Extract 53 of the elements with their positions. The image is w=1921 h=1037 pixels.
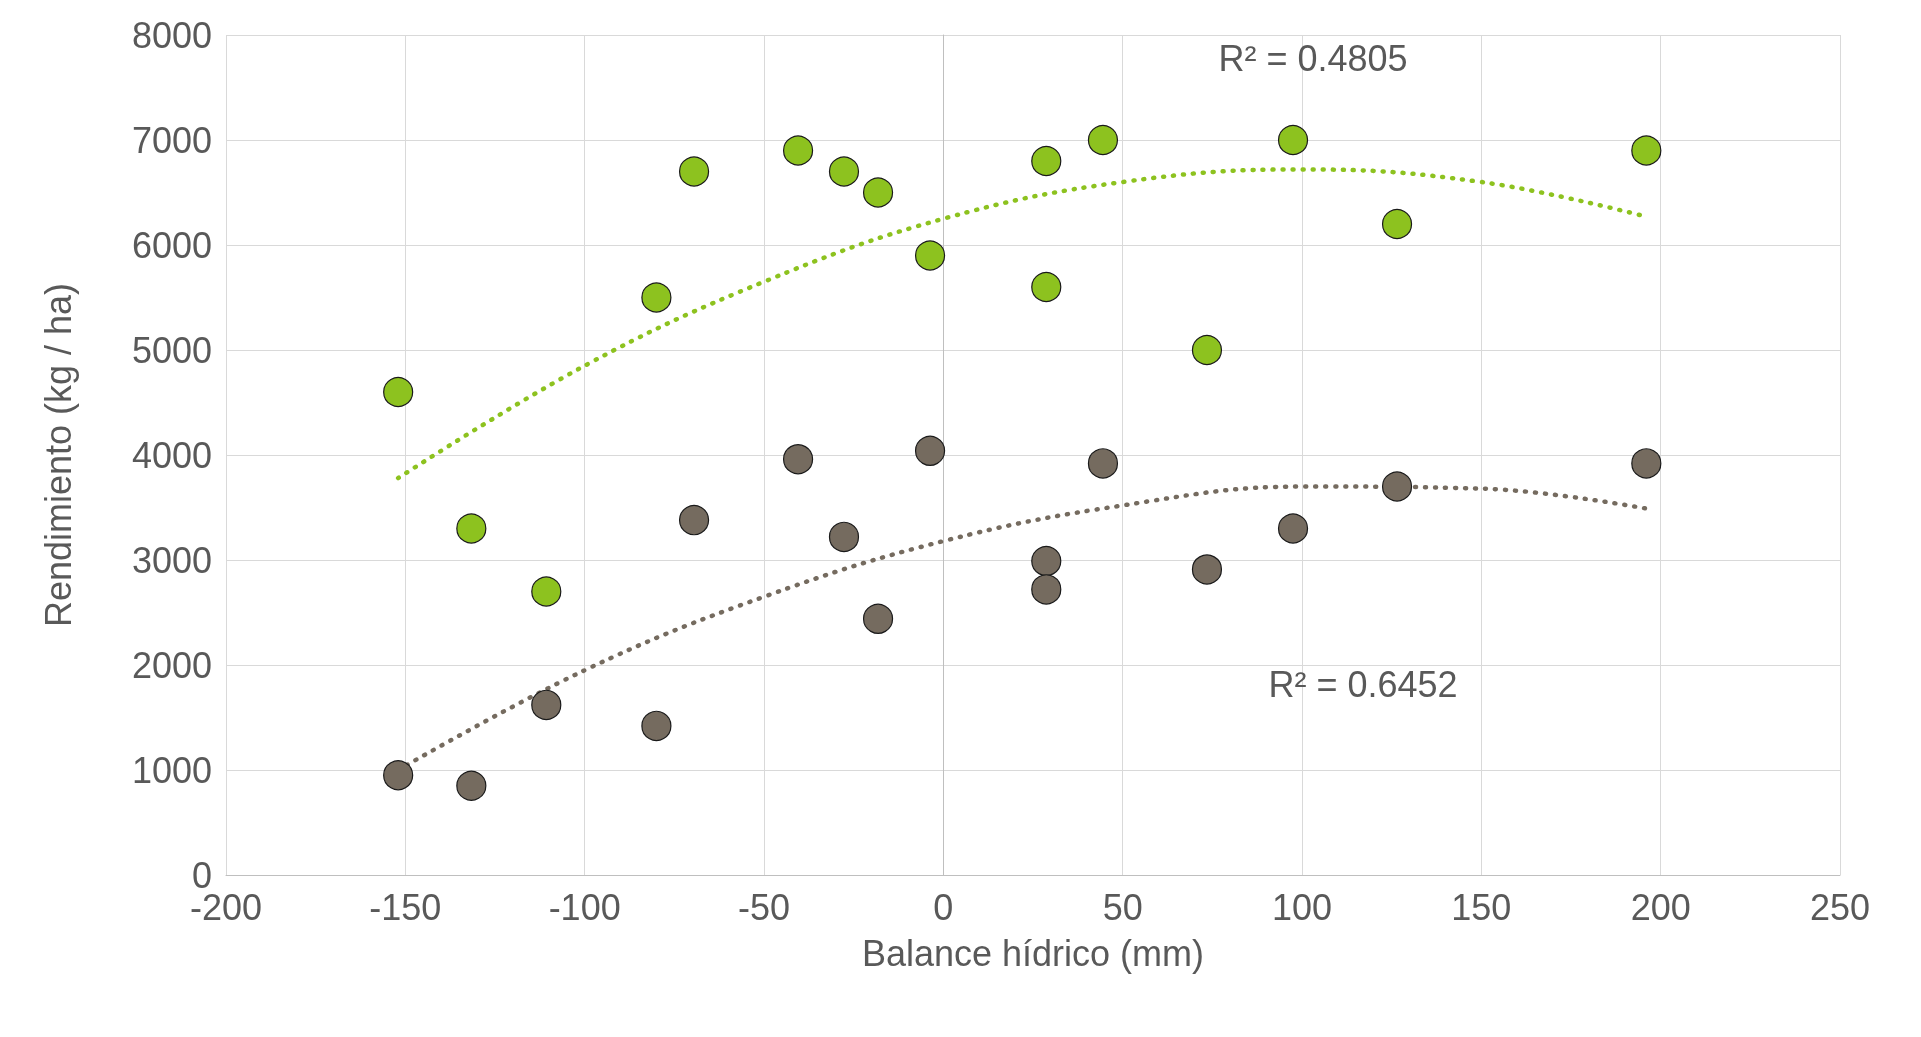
point: [383, 760, 414, 791]
point: [678, 505, 710, 536]
point: [456, 513, 487, 544]
y-tick-label: 1000: [131, 749, 212, 791]
point: [783, 444, 814, 475]
point: [1631, 448, 1662, 479]
x-tick-label: 0: [933, 886, 954, 928]
y-tick-label: 6000: [131, 224, 212, 266]
point: [641, 282, 672, 313]
point: [914, 435, 946, 466]
y-tick-label: 2000: [131, 644, 212, 686]
y-tick-label: 4000: [131, 434, 212, 476]
point: [1031, 145, 1062, 177]
point: [1277, 513, 1309, 544]
x-tick-label: 150: [1451, 886, 1512, 928]
x-tick-label: -50: [737, 886, 791, 928]
x-tick-label: 250: [1809, 886, 1871, 928]
x-tick-label: -100: [548, 886, 621, 928]
x-tick-label: 50: [1102, 886, 1143, 928]
x-tick-label: -150: [369, 886, 442, 928]
point: [828, 521, 860, 552]
point: [1277, 124, 1309, 156]
x-tick-label: 100: [1271, 886, 1333, 928]
point: [456, 770, 487, 801]
point: [641, 710, 672, 741]
point: [828, 156, 860, 187]
y-tick-label: 5000: [131, 329, 212, 371]
point: [1191, 554, 1223, 585]
point: [1087, 448, 1119, 479]
point: [783, 135, 814, 166]
point: [862, 177, 894, 208]
point: [678, 156, 710, 187]
point: [1031, 574, 1062, 605]
point: [531, 689, 562, 720]
point: [1031, 545, 1062, 577]
annotation: R² = 0.4805: [1218, 37, 1408, 79]
annotation: R² = 0.6452: [1268, 663, 1458, 705]
point: [862, 603, 894, 634]
y-tick-label: 7000: [131, 119, 212, 161]
point: [531, 576, 562, 607]
x-tick-label: 200: [1630, 886, 1691, 928]
point: [1631, 135, 1662, 166]
point: [1087, 124, 1119, 156]
point: [1381, 208, 1413, 240]
point: [1031, 271, 1062, 303]
point: [914, 240, 946, 271]
point: [1381, 471, 1413, 502]
y-tick-label: 3000: [131, 539, 212, 581]
y-tick-label: 8000: [131, 14, 212, 56]
point: [383, 376, 414, 408]
x-axis-title: Balance hídrico (mm): [861, 932, 1205, 974]
point: [1191, 334, 1223, 366]
y-axis-title: Rendimiento (kg / ha): [37, 282, 79, 628]
